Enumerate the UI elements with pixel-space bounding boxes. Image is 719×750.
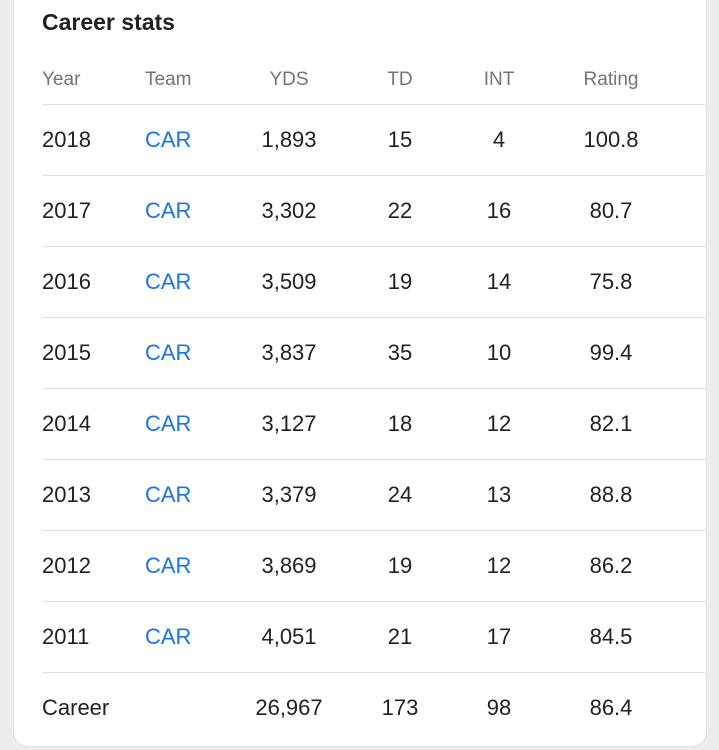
int-cell: 16 bbox=[447, 175, 551, 247]
yds-cell: 1,893 bbox=[225, 104, 353, 176]
row-spacer bbox=[671, 673, 706, 744]
yds-cell: 3,379 bbox=[225, 459, 353, 531]
row-spacer bbox=[671, 246, 706, 318]
team-link[interactable]: CAR bbox=[145, 624, 192, 649]
year-cell: 2018 bbox=[42, 104, 145, 176]
year-cell: 2015 bbox=[42, 317, 145, 389]
year-cell: 2011 bbox=[42, 601, 145, 673]
year-cell: 2014 bbox=[42, 388, 145, 460]
rating-cell: 84.5 bbox=[551, 601, 671, 673]
year-cell: 2013 bbox=[42, 459, 145, 531]
column-header-team: Team bbox=[145, 56, 225, 105]
career-stats-card: Career stats Year Team YDS TD INT Rating… bbox=[14, 0, 706, 746]
row-spacer bbox=[671, 388, 706, 460]
rating-cell: 82.1 bbox=[551, 388, 671, 460]
row-spacer bbox=[671, 459, 706, 531]
td-cell: 19 bbox=[353, 246, 447, 318]
column-header-year: Year bbox=[42, 56, 145, 105]
int-cell: 10 bbox=[447, 317, 551, 389]
yds-cell: 3,837 bbox=[225, 317, 353, 389]
team-link[interactable]: CAR bbox=[145, 482, 192, 507]
rating-cell: 99.4 bbox=[551, 317, 671, 389]
team-link[interactable]: CAR bbox=[145, 198, 192, 223]
td-cell: 19 bbox=[353, 530, 447, 602]
int-cell: 4 bbox=[447, 104, 551, 176]
td-cell: 24 bbox=[353, 459, 447, 531]
table-row: 2016 CAR 3,509 19 14 75.8 bbox=[42, 246, 706, 318]
yds-cell: 3,127 bbox=[225, 388, 353, 460]
td-cell: 21 bbox=[353, 601, 447, 673]
column-header-td: TD bbox=[353, 56, 447, 105]
int-cell: 14 bbox=[447, 246, 551, 318]
team-link[interactable]: CAR bbox=[145, 127, 192, 152]
team-link[interactable]: CAR bbox=[145, 411, 192, 436]
year-cell: 2017 bbox=[42, 175, 145, 247]
career-td-cell: 173 bbox=[381, 695, 419, 720]
rating-cell: 100.8 bbox=[551, 104, 671, 176]
card-title: Career stats bbox=[42, 9, 175, 35]
career-rating-cell: 86.4 bbox=[589, 695, 633, 720]
row-spacer bbox=[671, 530, 706, 602]
career-stats-table: Year Team YDS TD INT Rating 2018 CAR 1,8… bbox=[42, 56, 706, 743]
team-link[interactable]: CAR bbox=[145, 553, 192, 578]
column-header-rating: Rating bbox=[551, 56, 671, 105]
table-row: 2013 CAR 3,379 24 13 88.8 bbox=[42, 459, 706, 531]
career-total-row: Career 26,967 173 98 86.4 bbox=[42, 673, 706, 744]
row-spacer bbox=[671, 104, 706, 176]
td-cell: 18 bbox=[353, 388, 447, 460]
td-cell: 15 bbox=[353, 104, 447, 176]
row-spacer bbox=[671, 601, 706, 673]
yds-cell: 3,509 bbox=[225, 246, 353, 318]
table-row: 2014 CAR 3,127 18 12 82.1 bbox=[42, 388, 706, 460]
table-row: 2015 CAR 3,837 35 10 99.4 bbox=[42, 317, 706, 389]
rating-cell: 80.7 bbox=[551, 175, 671, 247]
column-header-yds: YDS bbox=[225, 56, 353, 105]
td-cell: 22 bbox=[353, 175, 447, 247]
yds-cell: 3,869 bbox=[225, 530, 353, 602]
table-row: 2018 CAR 1,893 15 4 100.8 bbox=[42, 104, 706, 176]
rating-cell: 75.8 bbox=[551, 246, 671, 318]
table-row: 2017 CAR 3,302 22 16 80.7 bbox=[42, 175, 706, 247]
int-cell: 17 bbox=[447, 601, 551, 673]
team-link[interactable]: CAR bbox=[145, 269, 192, 294]
int-cell: 13 bbox=[447, 459, 551, 531]
row-spacer bbox=[671, 175, 706, 247]
column-spacer bbox=[671, 56, 706, 105]
career-yds-cell: 26,967 bbox=[255, 695, 323, 720]
row-spacer bbox=[671, 317, 706, 389]
year-cell: 2016 bbox=[42, 246, 145, 318]
rating-cell: 88.8 bbox=[551, 459, 671, 531]
table-row: 2011 CAR 4,051 21 17 84.5 bbox=[42, 601, 706, 673]
int-cell: 12 bbox=[447, 388, 551, 460]
rating-cell: 86.2 bbox=[551, 530, 671, 602]
int-cell: 12 bbox=[447, 530, 551, 602]
yds-cell: 4,051 bbox=[225, 601, 353, 673]
year-cell: 2012 bbox=[42, 530, 145, 602]
table-row: 2012 CAR 3,869 19 12 86.2 bbox=[42, 530, 706, 602]
table-header-row: Year Team YDS TD INT Rating bbox=[42, 56, 706, 105]
yds-cell: 3,302 bbox=[225, 175, 353, 247]
column-header-int: INT bbox=[447, 56, 551, 105]
career-int-cell: 98 bbox=[486, 695, 512, 720]
career-label: Career bbox=[42, 695, 110, 720]
team-link[interactable]: CAR bbox=[145, 340, 192, 365]
td-cell: 35 bbox=[353, 317, 447, 389]
